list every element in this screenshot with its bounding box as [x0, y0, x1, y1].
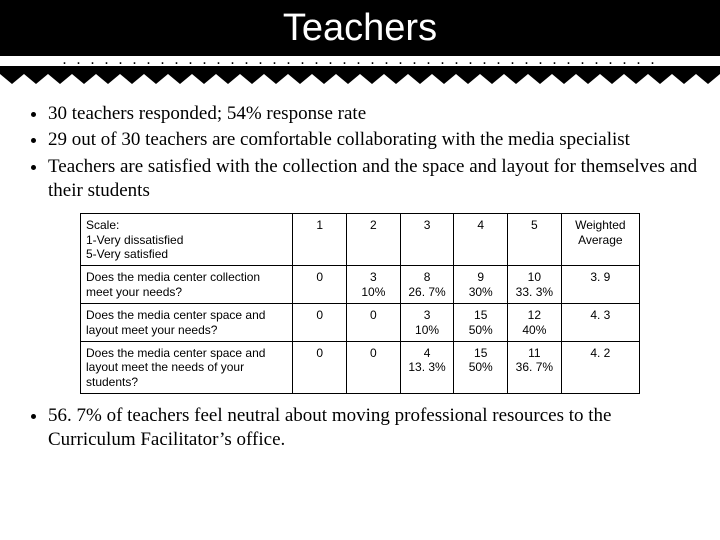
cell: 0 — [293, 304, 347, 342]
cell: 4. 3 — [561, 304, 639, 342]
cell: 0 — [293, 266, 347, 304]
col-header: 5 — [508, 214, 562, 266]
table-row: Does the media center collection meet yo… — [81, 266, 640, 304]
col-header: 4 — [454, 214, 508, 266]
decorative-dots: . . . . . . . . . . . . . . . . . . . . … — [0, 54, 720, 66]
slide-body: 30 teachers responded; 54% response rate… — [0, 56, 720, 453]
bullet-list-bottom: 56. 7% of teachers feel neutral about mo… — [20, 404, 700, 453]
list-item: 29 out of 30 teachers are comfortable co… — [48, 128, 700, 152]
cell: 0 — [293, 341, 347, 393]
table-row: Does the media center space and layout m… — [81, 304, 640, 342]
cell: 3. 9 — [561, 266, 639, 304]
col-header: 3 — [400, 214, 454, 266]
col-header: 2 — [347, 214, 401, 266]
survey-table: Scale: 1-Very dissatisfied 5-Very satisf… — [80, 213, 640, 394]
cell: 8 26. 7% — [400, 266, 454, 304]
slide-header: Teachers — [0, 0, 720, 56]
cell: 12 40% — [508, 304, 562, 342]
bullet-list-top: 30 teachers responded; 54% response rate… — [20, 102, 700, 203]
cell: 4. 2 — [561, 341, 639, 393]
cell: 3 10% — [347, 266, 401, 304]
scale-label-cell: Scale: 1-Very dissatisfied 5-Very satisf… — [81, 214, 293, 266]
row-label: Does the media center collection meet yo… — [81, 266, 293, 304]
col-header: Weighted Average — [561, 214, 639, 266]
table-header-row: Scale: 1-Very dissatisfied 5-Very satisf… — [81, 214, 640, 266]
cell: 15 50% — [454, 341, 508, 393]
list-item: 30 teachers responded; 54% response rate — [48, 102, 700, 126]
cell: 3 10% — [400, 304, 454, 342]
cell: 0 — [347, 304, 401, 342]
row-label: Does the media center space and layout m… — [81, 304, 293, 342]
cell: 4 13. 3% — [400, 341, 454, 393]
list-item: Teachers are satisfied with the collecti… — [48, 155, 700, 204]
col-header: 1 — [293, 214, 347, 266]
row-label: Does the media center space and layout m… — [81, 341, 293, 393]
table-row: Does the media center space and layout m… — [81, 341, 640, 393]
list-item: 56. 7% of teachers feel neutral about mo… — [48, 404, 700, 453]
page-title: Teachers — [283, 7, 437, 50]
cell: 15 50% — [454, 304, 508, 342]
cell: 9 30% — [454, 266, 508, 304]
zigzag-border — [0, 66, 720, 86]
cell: 0 — [347, 341, 401, 393]
cell: 10 33. 3% — [508, 266, 562, 304]
cell: 11 36. 7% — [508, 341, 562, 393]
